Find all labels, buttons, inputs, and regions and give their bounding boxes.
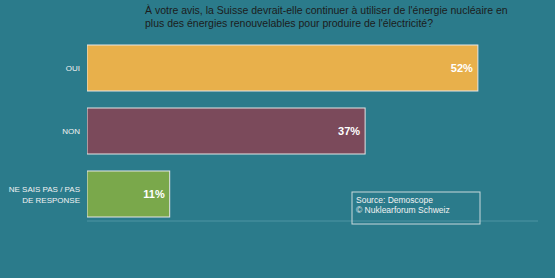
text-line: DE RESPONSE [22,196,80,205]
category-label: NE SAIS PAS / PAS DE RESPONSE [9,185,80,205]
category-label: NON [62,127,80,136]
bars [87,45,478,217]
x-axis [87,221,538,222]
text-line: NON [62,127,80,136]
text-line: NE SAIS PAS / PAS [9,185,80,194]
annotation: Source: Demoscope [356,195,433,205]
data-label: 11% [143,188,165,200]
annotation: © Nuklearforum Schweiz [356,205,450,215]
chart: À votre avis, la Suisse devrait-elle con… [0,0,555,278]
category-label: OUI [66,64,80,73]
source-box [352,192,480,224]
bar [87,108,365,154]
bar [87,45,478,91]
title: À votre avis, la Suisse devrait-elle con… [145,4,508,29]
data-label: 52% [451,62,473,74]
text-line: À votre avis, la Suisse devrait-elle con… [145,4,508,16]
text-line: plus des énergies renouvelables pour pro… [145,17,433,29]
bar [87,171,170,217]
text-line: OUI [66,64,80,73]
background [0,0,555,278]
data-label: 37% [338,125,360,137]
